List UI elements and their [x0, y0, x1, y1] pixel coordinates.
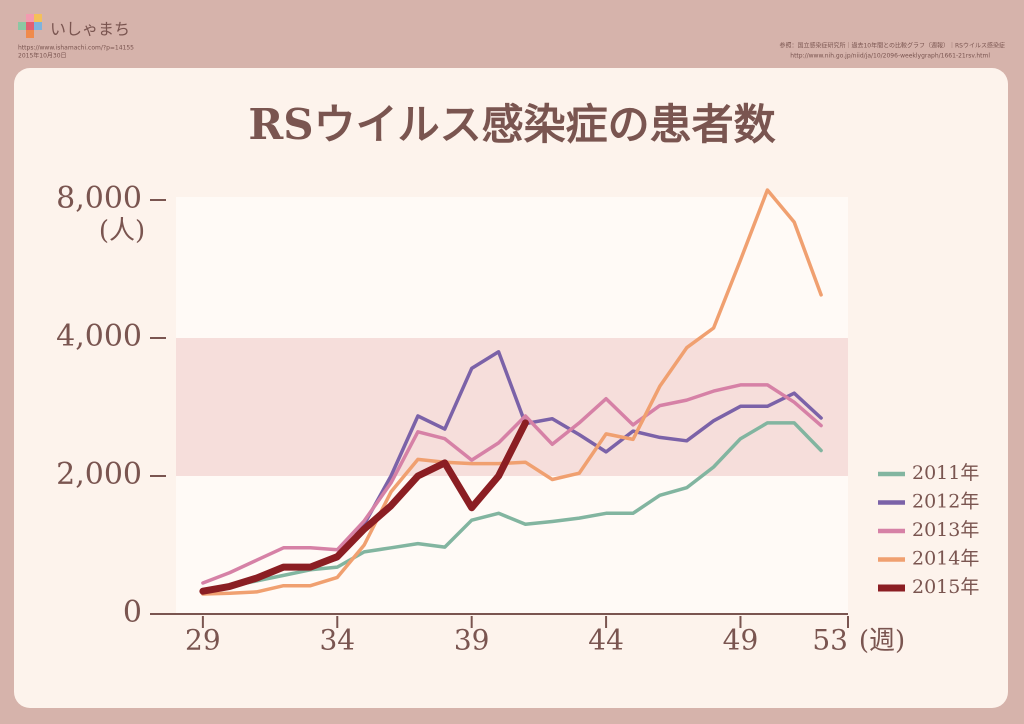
y-tick-label: 8,000 [56, 181, 142, 216]
x-axis-label: (週) [859, 626, 905, 656]
series-line [199, 419, 529, 595]
x-tick-label: 44 [588, 624, 624, 657]
url: https://www.ishamachi.com/?p=14155 [18, 45, 134, 52]
y-axis-label: (人) [99, 216, 145, 246]
y-tick-label: 4,000 [56, 319, 142, 354]
legend-label: 2015年 [912, 576, 979, 598]
legend-label: 2013年 [912, 519, 979, 541]
y-tick-label: 0 [123, 595, 142, 630]
source-url: http://www.nih.go.jp/niid/ja/10/2096-wee… [790, 53, 990, 60]
y-tick-label: 2,000 [56, 457, 142, 492]
x-tick-label: 34 [319, 624, 355, 657]
chart-title: RSウイルス感染症の患者数 [248, 100, 775, 149]
legend-label: 2011年 [912, 462, 979, 484]
series-line [201, 383, 823, 585]
source: 参照：国立感染症研究所｜過去10年間との比較グラフ（週報）｜RSウイルス感染症 [779, 42, 1005, 50]
logo-mark [18, 14, 42, 38]
x-tick-label: 39 [454, 624, 490, 657]
x-tick-label: 49 [723, 624, 759, 657]
legend-label: 2012年 [912, 491, 979, 513]
x-tick-label: 53 [812, 624, 848, 657]
series-line [201, 421, 823, 594]
logo-text: いしゃまち [50, 20, 130, 39]
x-tick-label: 29 [185, 624, 221, 657]
date: 2015年10月30日 [18, 52, 67, 60]
series-line [201, 188, 823, 596]
legend-label: 2014年 [912, 548, 979, 570]
